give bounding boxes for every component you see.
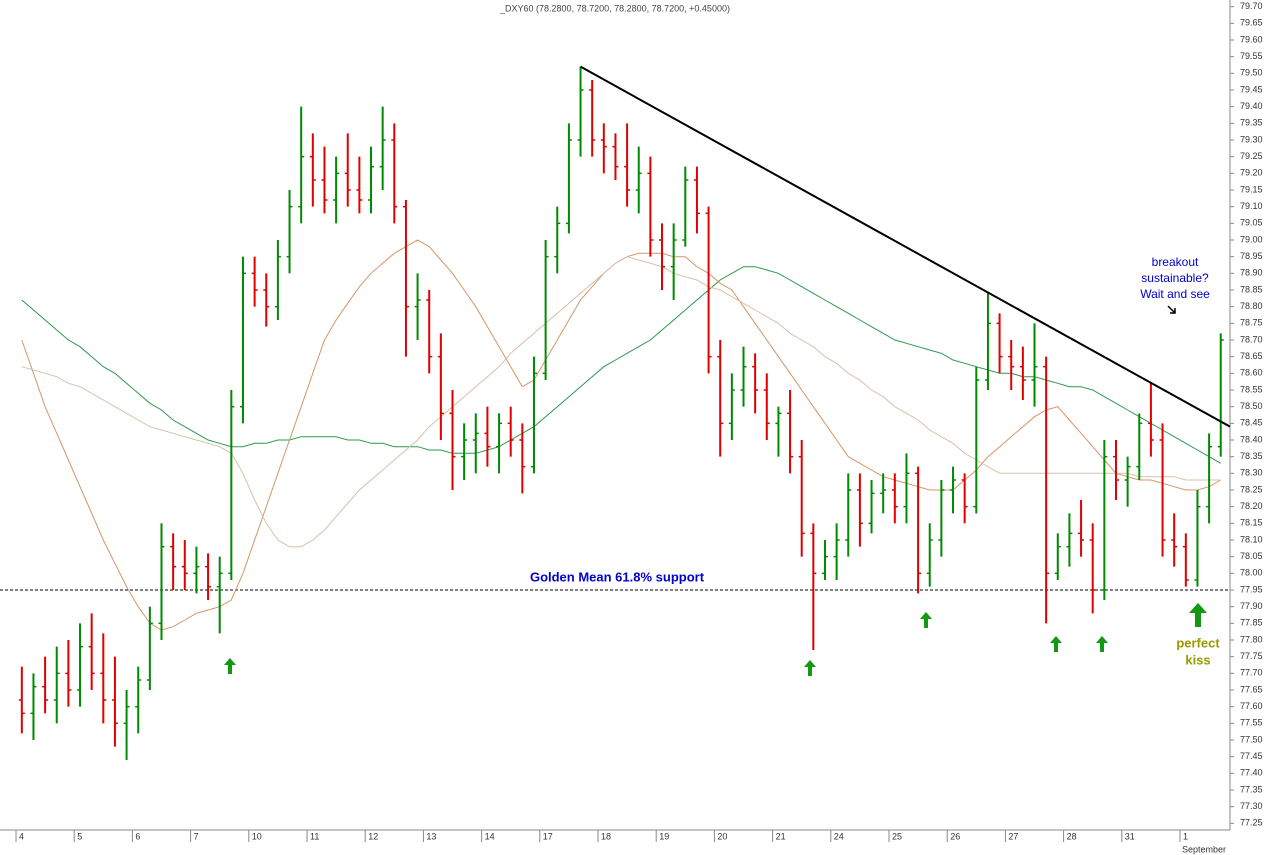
note-line: perfect <box>1176 635 1220 650</box>
x-tick-label: 4 <box>19 831 24 841</box>
month-label: September <box>1182 844 1226 854</box>
y-tick-label: 78.05 <box>1240 551 1263 561</box>
y-tick-label: 78.85 <box>1240 284 1263 294</box>
up-arrow <box>224 658 236 674</box>
y-tick-label: 79.30 <box>1240 134 1263 144</box>
x-tick-label: 19 <box>659 831 669 841</box>
x-tick-label: 24 <box>834 831 844 841</box>
y-tick-label: 78.15 <box>1240 518 1263 528</box>
up-arrow <box>1050 636 1062 652</box>
x-tick-label: 7 <box>194 831 199 841</box>
x-tick-label: 11 <box>310 831 319 841</box>
moving-average <box>21 256 1221 548</box>
x-tick-label: 17 <box>543 831 553 841</box>
y-tick-label: 78.10 <box>1240 534 1263 544</box>
y-tick-label: 78.80 <box>1240 301 1263 311</box>
up-arrow <box>1189 603 1207 627</box>
x-tick-label: 1 <box>1183 831 1188 841</box>
x-tick-label: 21 <box>776 831 786 841</box>
kiss-note: perfect kiss <box>1176 635 1220 667</box>
y-tick-label: 79.35 <box>1240 118 1263 128</box>
y-tick-label: 78.25 <box>1240 484 1263 494</box>
x-tick-label: 13 <box>426 831 436 841</box>
y-tick-label: 77.80 <box>1240 634 1263 644</box>
y-tick-label: 79.60 <box>1240 34 1263 44</box>
y-tick-label: 77.65 <box>1240 684 1263 694</box>
y-tick-label: 77.60 <box>1240 701 1263 711</box>
y-tick-label: 77.45 <box>1240 751 1263 761</box>
support-label: Golden Mean 61.8% support <box>530 569 705 584</box>
trendline <box>580 65 1231 428</box>
x-tick-label: 6 <box>135 831 140 841</box>
up-arrow <box>804 660 816 676</box>
y-tick-label: 79.40 <box>1240 101 1263 111</box>
y-tick-label: 79.50 <box>1240 68 1263 78</box>
moving-average <box>21 266 1221 464</box>
note-line: breakout <box>1152 255 1199 269</box>
y-tick-label: 79.15 <box>1240 184 1263 194</box>
x-tick-label: 26 <box>950 831 960 841</box>
y-tick-label: 78.95 <box>1240 251 1263 261</box>
y-tick-label: 79.25 <box>1240 151 1263 161</box>
y-tick-label: 79.70 <box>1240 1 1263 11</box>
y-tick-label: 77.50 <box>1240 734 1263 744</box>
note-line: sustainable? <box>1141 271 1209 285</box>
y-tick-label: 78.70 <box>1240 334 1263 344</box>
y-tick-label: 77.25 <box>1240 818 1263 828</box>
y-tick-label: 78.50 <box>1240 401 1263 411</box>
x-tick-label: 14 <box>485 831 495 841</box>
y-tick-label: 78.90 <box>1240 268 1263 278</box>
y-tick-label: 78.55 <box>1240 384 1263 394</box>
y-tick-label: 78.00 <box>1240 568 1263 578</box>
up-arrow <box>1096 636 1108 652</box>
y-tick-label: 79.55 <box>1240 51 1263 61</box>
x-tick-label: 28 <box>1067 831 1077 841</box>
note-line: Wait and see <box>1140 287 1210 301</box>
x-tick-label: 10 <box>252 831 262 841</box>
y-tick-label: 79.00 <box>1240 234 1263 244</box>
y-tick-label: 77.90 <box>1240 601 1263 611</box>
y-tick-label: 77.40 <box>1240 768 1263 778</box>
x-tick-label: 20 <box>717 831 727 841</box>
y-tick-label: 78.35 <box>1240 451 1263 461</box>
y-tick-label: 77.95 <box>1240 584 1263 594</box>
y-tick-label: 77.75 <box>1240 651 1263 661</box>
y-tick-label: 79.05 <box>1240 218 1263 228</box>
x-tick-label: 27 <box>1008 831 1018 841</box>
y-tick-label: 78.65 <box>1240 351 1263 361</box>
y-tick-label: 78.75 <box>1240 318 1263 328</box>
x-tick-label: 12 <box>368 831 378 841</box>
y-tick-label: 77.55 <box>1240 718 1263 728</box>
y-tick-label: 78.45 <box>1240 418 1263 428</box>
up-arrow <box>920 612 932 628</box>
x-tick-label: 31 <box>1125 831 1135 841</box>
y-tick-label: 77.70 <box>1240 668 1263 678</box>
x-tick-label: 5 <box>77 831 82 841</box>
y-tick-label: 77.30 <box>1240 801 1263 811</box>
signal-arrows <box>224 603 1207 676</box>
breakout-note: breakout sustainable? Wait and see <box>1140 255 1210 301</box>
note-line: kiss <box>1185 652 1210 667</box>
y-tick-label: 78.40 <box>1240 434 1263 444</box>
y-tick-label: 79.10 <box>1240 201 1263 211</box>
y-tick-label: 77.35 <box>1240 784 1263 794</box>
y-tick-label: 79.65 <box>1240 18 1263 28</box>
y-tick-label: 79.45 <box>1240 84 1263 94</box>
y-tick-label: 78.30 <box>1240 468 1263 478</box>
x-tick-label: 18 <box>601 831 611 841</box>
y-tick-label: 79.20 <box>1240 168 1263 178</box>
note-arrow <box>1167 305 1176 314</box>
y-tick-label: 78.60 <box>1240 368 1263 378</box>
x-tick-label: 25 <box>892 831 902 841</box>
chart-title: _DXY60 (78.2800, 78.7200, 78.2800, 78.72… <box>499 3 730 13</box>
y-tick-label: 77.85 <box>1240 618 1263 628</box>
y-tick-label: 78.20 <box>1240 501 1263 511</box>
